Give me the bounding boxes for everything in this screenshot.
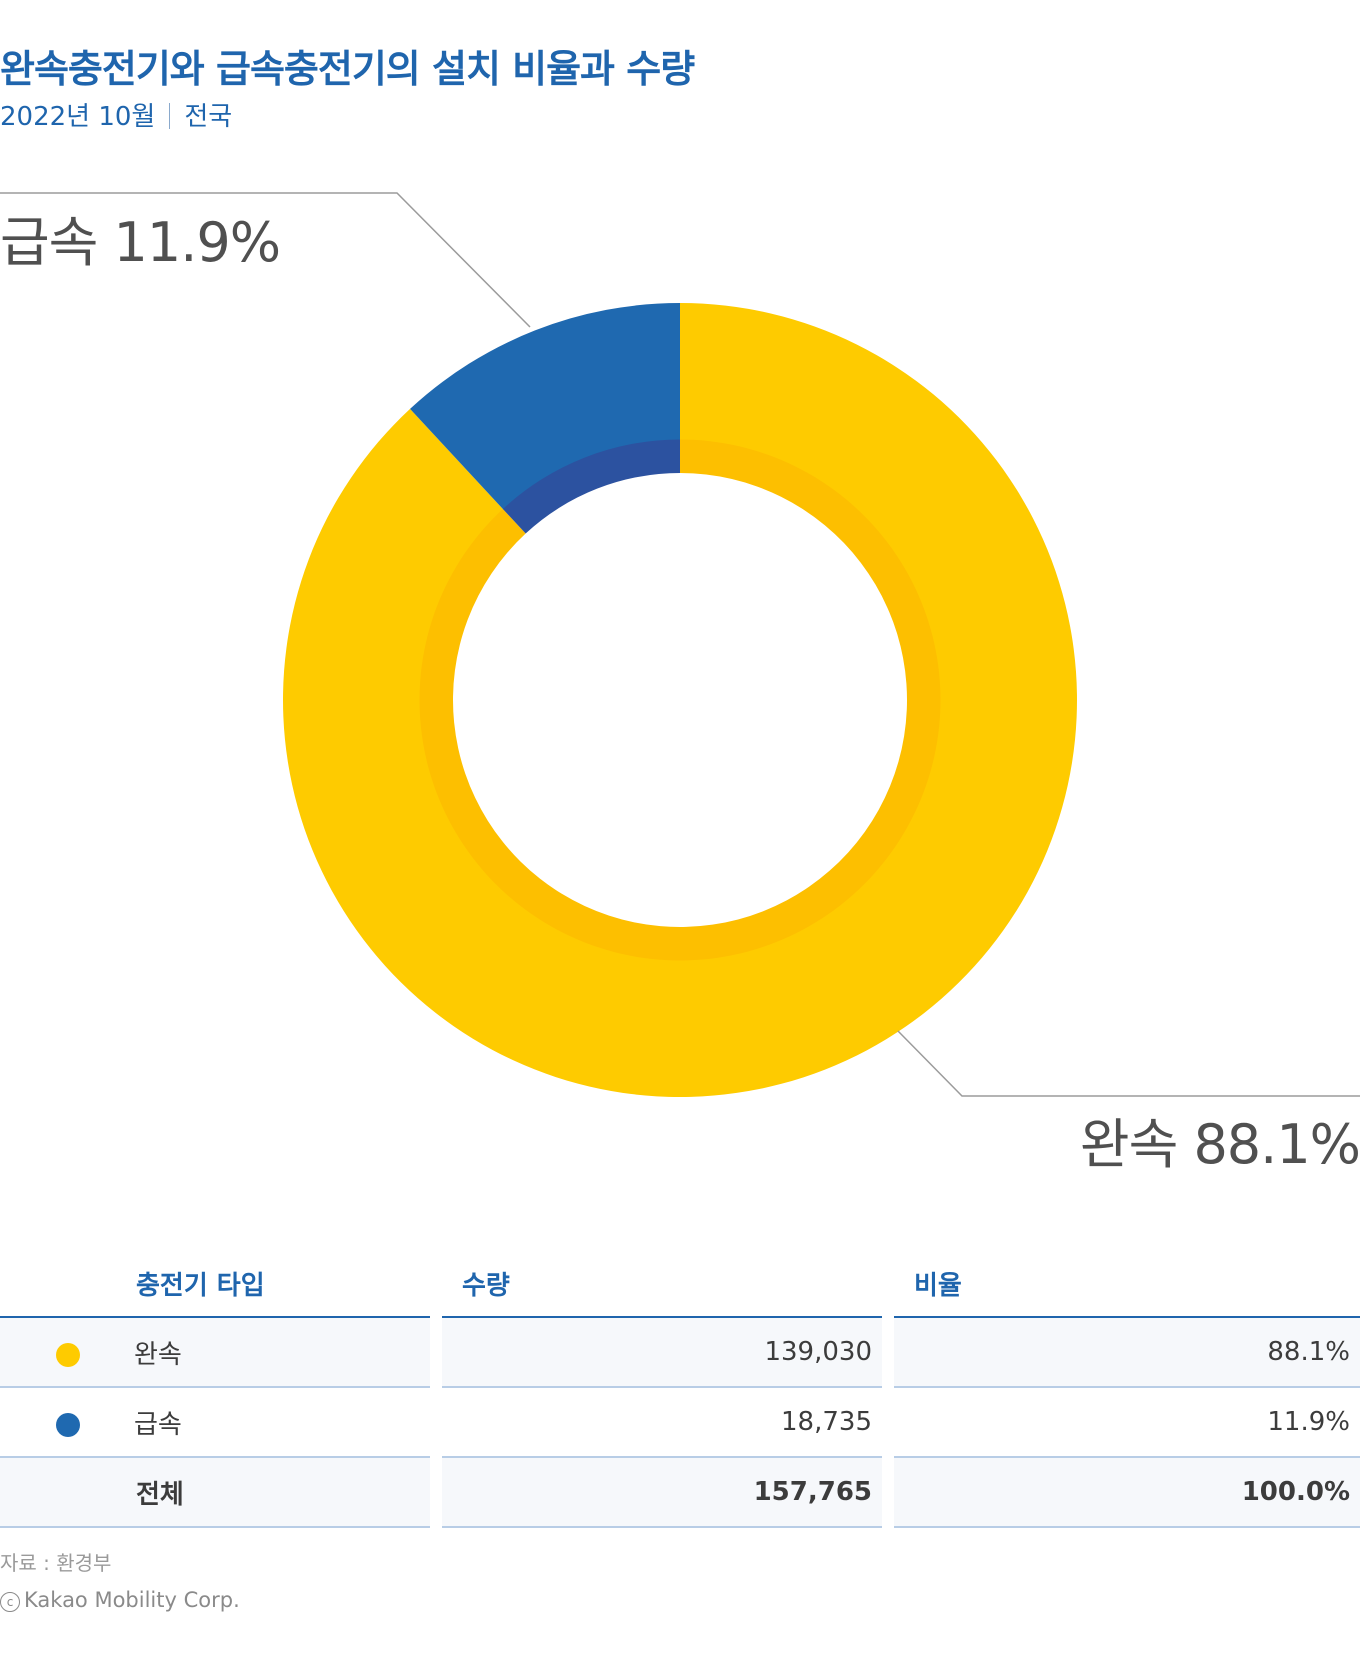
callout-line-fast — [0, 192, 531, 328]
type-label: 완속 — [134, 1339, 182, 1370]
header-count: 수량 — [442, 1250, 882, 1318]
type-label: 급속 — [134, 1409, 182, 1440]
subtitle-region: 전국 — [184, 102, 233, 132]
callout-line-slow — [897, 1030, 1360, 1097]
legend-dot-fast — [56, 1413, 80, 1437]
callout-slow-label: 완속 88.1% — [1079, 1113, 1360, 1176]
callout-fast-label: 급속 11.9% — [0, 211, 281, 274]
table-header-row: 충전기 타입 수량 비율 — [0, 1250, 1360, 1318]
donut-slice-inner-0 — [419, 439, 941, 961]
chart-title: 완속충전기와 급속충전기의 설치 비율과 수량 — [0, 47, 695, 91]
legend-dot-slow — [56, 1343, 80, 1367]
charger-table: 충전기 타입 수량 비율 완속 139,030 88.1% 급속 18,735 … — [0, 1250, 1360, 1528]
ratio-cell: 11.9% — [894, 1388, 1360, 1458]
type-cell: 전체 — [0, 1458, 430, 1528]
table-row-total: 전체 157,765 100.0% — [0, 1458, 1360, 1528]
copyright-text: Kakao Mobility Corp. — [24, 1588, 240, 1612]
header-type: 충전기 타입 — [0, 1250, 430, 1318]
donut-chart — [0, 192, 1360, 1097]
donut-slices — [282, 303, 1077, 1097]
donut-slice-inner-1 — [502, 439, 680, 534]
subtitle-date: 2022년 10월 — [0, 102, 156, 132]
header-ratio: 비율 — [894, 1250, 1360, 1318]
table-row: 급속 18,735 11.9% — [0, 1388, 1360, 1458]
type-cell: 급속 — [0, 1388, 430, 1458]
type-cell: 완속 — [0, 1318, 430, 1388]
ratio-cell: 100.0% — [894, 1458, 1360, 1528]
count-cell: 18,735 — [442, 1388, 882, 1458]
total-label: 전체 — [136, 1479, 184, 1510]
table-row: 완속 139,030 88.1% — [0, 1318, 1360, 1388]
count-cell: 139,030 — [442, 1318, 882, 1388]
source-note: 자료 : 환경부 — [0, 1551, 112, 1575]
donut-slice-0 — [282, 303, 1077, 1097]
count-cell: 157,765 — [442, 1458, 882, 1528]
ratio-cell: 88.1% — [894, 1318, 1360, 1388]
donut-slice-1 — [410, 303, 680, 510]
subtitle-divider — [169, 103, 171, 129]
copyright-note: c Kakao Mobility Corp. — [0, 1588, 240, 1612]
chart-subtitle: 2022년 10월 전국 — [0, 96, 232, 133]
copyright-icon: c — [0, 1592, 20, 1612]
